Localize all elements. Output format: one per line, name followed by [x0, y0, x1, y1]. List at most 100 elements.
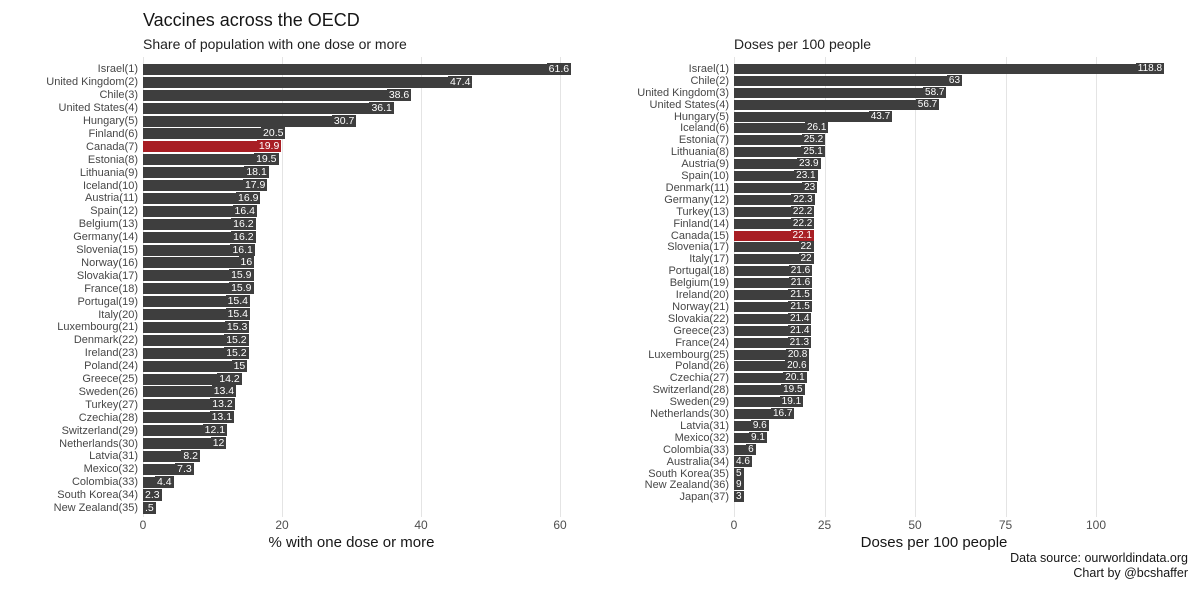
bar-row: Lithuania(9) 18.1	[0, 166, 593, 179]
value-label: 19.5	[781, 384, 805, 396]
bar: 17.9	[143, 179, 268, 192]
bar: 16.2	[143, 217, 256, 230]
value-label: 2.3	[143, 488, 162, 501]
bar-row: Japan(37) 3	[591, 491, 1189, 503]
bar-row: Hungary(5) 30.7	[0, 114, 593, 128]
value-label: 26.1	[805, 122, 829, 134]
country-label: Luxembourg(21)	[57, 321, 138, 334]
bar-row: Estonia(7) 25.2	[591, 134, 1189, 146]
bar-panel: 19.9	[143, 140, 593, 153]
gridline	[1005, 57, 1007, 517]
bar-row: Finland(6) 20.5	[0, 127, 593, 141]
bar-row: Hungary(5) 43.7	[591, 110, 1189, 123]
bar-row: Denmark(11) 23	[591, 181, 1189, 194]
bar: 21.5	[734, 289, 812, 301]
bar: 25.2	[734, 134, 826, 146]
country-label: Chile(2)	[690, 74, 729, 87]
bar: 19.5	[143, 153, 279, 166]
country-label: New Zealand(36)	[644, 479, 729, 492]
bar-row: Luxembourg(21) 15.3	[0, 320, 593, 334]
bar-panel: 13.4	[143, 385, 593, 399]
country-label: Sweden(26)	[78, 385, 138, 398]
bar-panel: 21.3	[734, 336, 1189, 349]
bar-panel: 26.1	[734, 122, 1189, 135]
x-axis-tick-label: 60	[553, 518, 567, 532]
value-label: 56.7	[915, 98, 940, 110]
value-label: 22	[798, 241, 814, 253]
bar-row: Israel(1) 61.6	[0, 62, 593, 76]
bar: 21.6	[734, 277, 813, 289]
country-label: Austria(11)	[85, 192, 138, 205]
bar: 36.1	[143, 101, 394, 114]
page-title: Vaccines across the OECD	[143, 10, 360, 30]
bar-panel: 15.2	[143, 333, 593, 347]
bar-row: Latvia(31) 8.2	[0, 449, 593, 463]
bar-panel: 22.1	[734, 229, 1189, 242]
bar-panel: 21.6	[734, 277, 1189, 289]
bar: 9	[734, 479, 744, 491]
value-label: 21.6	[788, 277, 813, 289]
bar-panel: 16.9	[143, 191, 593, 205]
bar-row: Switzerland(28) 19.5	[591, 384, 1189, 396]
country-label: Hungary(5)	[82, 115, 138, 128]
country-label: Austria(9)	[681, 158, 729, 171]
bar-panel: 13.2	[143, 398, 593, 411]
country-label: Switzerland(28)	[652, 384, 729, 397]
country-label: Netherlands(30)	[650, 408, 729, 421]
value-label: 43.7	[868, 110, 893, 122]
bar-row: Belgium(13) 16.2	[0, 217, 593, 231]
bar-row: United States(4) 36.1	[0, 101, 593, 115]
gridline	[915, 57, 916, 517]
bar-row: Chile(2) 63	[591, 74, 1189, 87]
value-label: 4.6	[734, 455, 752, 467]
country-label: Slovakia(22)	[667, 312, 729, 325]
bar-panel: 22.3	[734, 193, 1189, 206]
value-label: 19.5	[254, 153, 279, 166]
bar-row: Poland(26) 20.6	[591, 360, 1189, 372]
value-label: 16.9	[236, 191, 261, 204]
bar-row: Spain(10) 23.1	[591, 170, 1189, 182]
country-label: New Zealand(35)	[53, 502, 138, 515]
bar-panel: 22	[734, 241, 1189, 254]
country-label: France(24)	[675, 336, 729, 349]
value-label: 21.3	[787, 336, 812, 348]
x-axis-tick-label: 40	[414, 518, 428, 532]
gridline	[560, 57, 561, 517]
bar-panel: 118.8	[734, 62, 1189, 75]
value-label: 16.7	[770, 408, 795, 420]
highlighted-bar: 19.9	[143, 140, 282, 153]
country-label: United States(4)	[649, 98, 729, 111]
chart-author-text: Chart by @bcshaffer	[1073, 566, 1188, 580]
bar-panel: 16.7	[734, 408, 1189, 420]
bar-panel: 21.6	[734, 265, 1189, 277]
country-label: Belgium(13)	[78, 218, 138, 231]
bar: 47.4	[143, 75, 473, 88]
bar-row: South Korea(35) 5	[591, 467, 1189, 480]
bar: 20.5	[143, 127, 286, 140]
country-label: Lithuania(9)	[79, 166, 138, 179]
bar: 23	[734, 181, 818, 193]
bar-panel: 23	[734, 181, 1189, 194]
bar-panel: 21.4	[734, 312, 1189, 325]
bar: 16.1	[143, 243, 255, 256]
country-label: Mexico(32)	[674, 431, 729, 444]
country-label: Slovenia(15)	[76, 244, 138, 257]
bar: 22.2	[734, 217, 815, 229]
country-label: Iceland(6)	[680, 122, 729, 135]
bar: 21.4	[734, 312, 812, 324]
bar-panel: 30.7	[143, 114, 593, 128]
bar: 19.1	[734, 396, 804, 408]
bar-panel: 12.1	[143, 424, 593, 437]
bar: 43.7	[734, 110, 893, 122]
bar: 22.2	[734, 205, 815, 217]
bar: 20.6	[734, 360, 809, 372]
value-label: 12.1	[202, 424, 228, 437]
value-label: 15.9	[229, 269, 254, 282]
country-label: Estonia(7)	[678, 134, 729, 147]
bar-row: Switzerland(29) 12.1	[0, 424, 593, 437]
value-label: 13.4	[211, 385, 237, 398]
bar-row: Canada(15) 22.1	[591, 229, 1189, 242]
bar-row: Turkey(13) 22.2	[591, 205, 1189, 218]
value-label: 15.3	[224, 320, 250, 333]
bar-row: Germany(12) 22.3	[591, 193, 1189, 206]
